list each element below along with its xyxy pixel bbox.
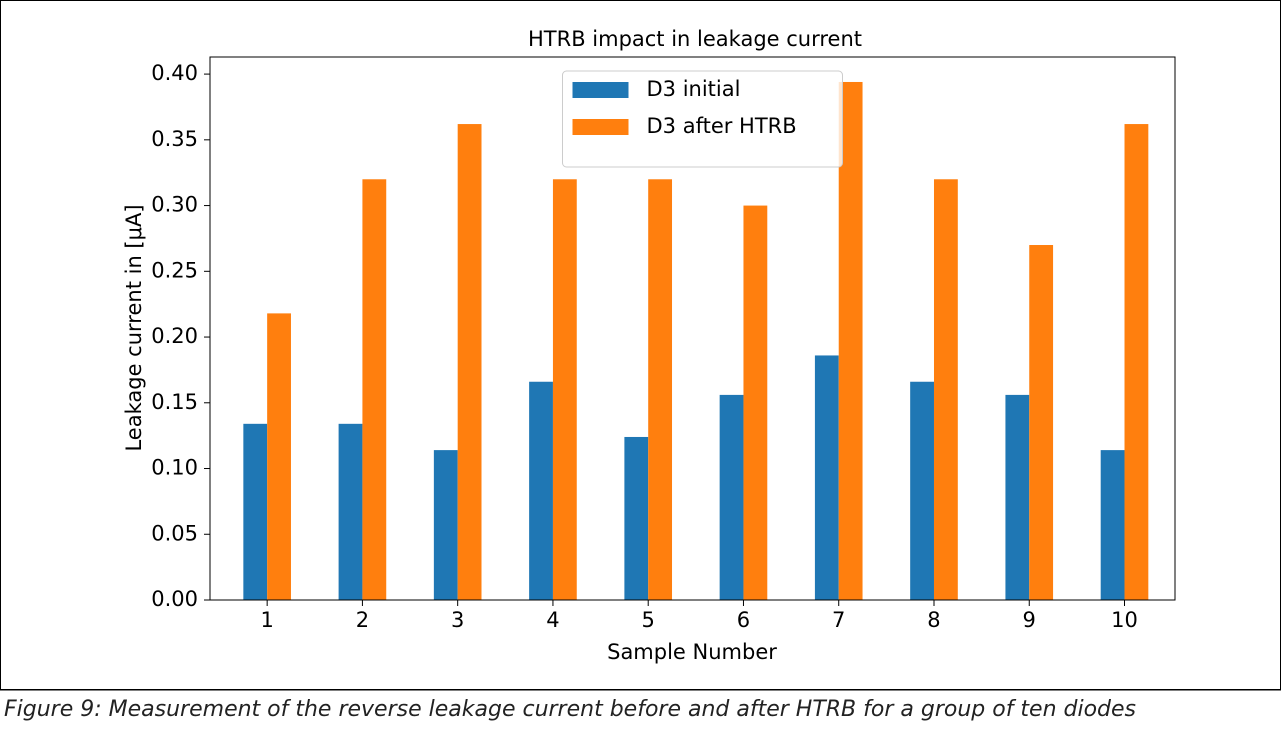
y-tick-label: 0.10 [151,456,198,480]
x-tick-label: 1 [260,608,273,632]
x-tick-label: 4 [546,608,559,632]
bar [529,381,553,600]
bar [552,179,577,600]
x-tick-label: 9 [1023,608,1036,632]
legend-swatch [572,119,629,135]
y-tick-label: 0.30 [151,193,198,217]
y-tick-label: 0.40 [151,61,198,85]
bar [814,355,839,600]
x-tick-label: 5 [642,608,655,632]
x-tick-label: 8 [927,608,940,632]
x-tick-label: 7 [832,608,845,632]
legend-label: D3 initial [647,77,741,101]
bar [719,394,744,600]
bar [648,179,673,600]
bar [910,381,934,600]
figure-caption: Figure 9: Measurement of the reverse lea… [4,697,1136,722]
chart-title: HTRB impact in leakage current [528,27,862,51]
plot-frame [209,56,1176,601]
y-tick-label: 0.35 [151,127,198,151]
bar [933,179,958,600]
bar [1124,124,1149,600]
y-tick-label: 0.05 [151,521,198,545]
bar [624,436,649,600]
legend-label: D3 after HTRB [647,114,797,138]
y-tick-label: 0.00 [151,587,198,611]
legend-swatch [572,82,629,98]
y-tick-label: 0.20 [151,324,198,348]
bar [743,205,768,600]
y-axis-label: Leakage current in [μA] [122,204,146,451]
y-tick-label: 0.25 [151,258,198,282]
bar [362,179,387,600]
bar [1005,394,1030,600]
bar [267,313,291,600]
bar [338,423,363,600]
bar [1029,245,1054,601]
x-tick-label: 3 [451,608,464,632]
legend-box [562,70,843,168]
x-tick-label: 2 [356,608,369,632]
bar [433,450,458,600]
x-tick-label: 10 [1111,608,1138,632]
bar [838,81,863,600]
y-tick-label: 0.15 [151,390,198,414]
x-tick-label: 6 [737,608,750,632]
bar [243,423,268,600]
bar [457,124,482,600]
bar [1100,450,1125,600]
x-axis-label: Sample Number [607,640,777,664]
